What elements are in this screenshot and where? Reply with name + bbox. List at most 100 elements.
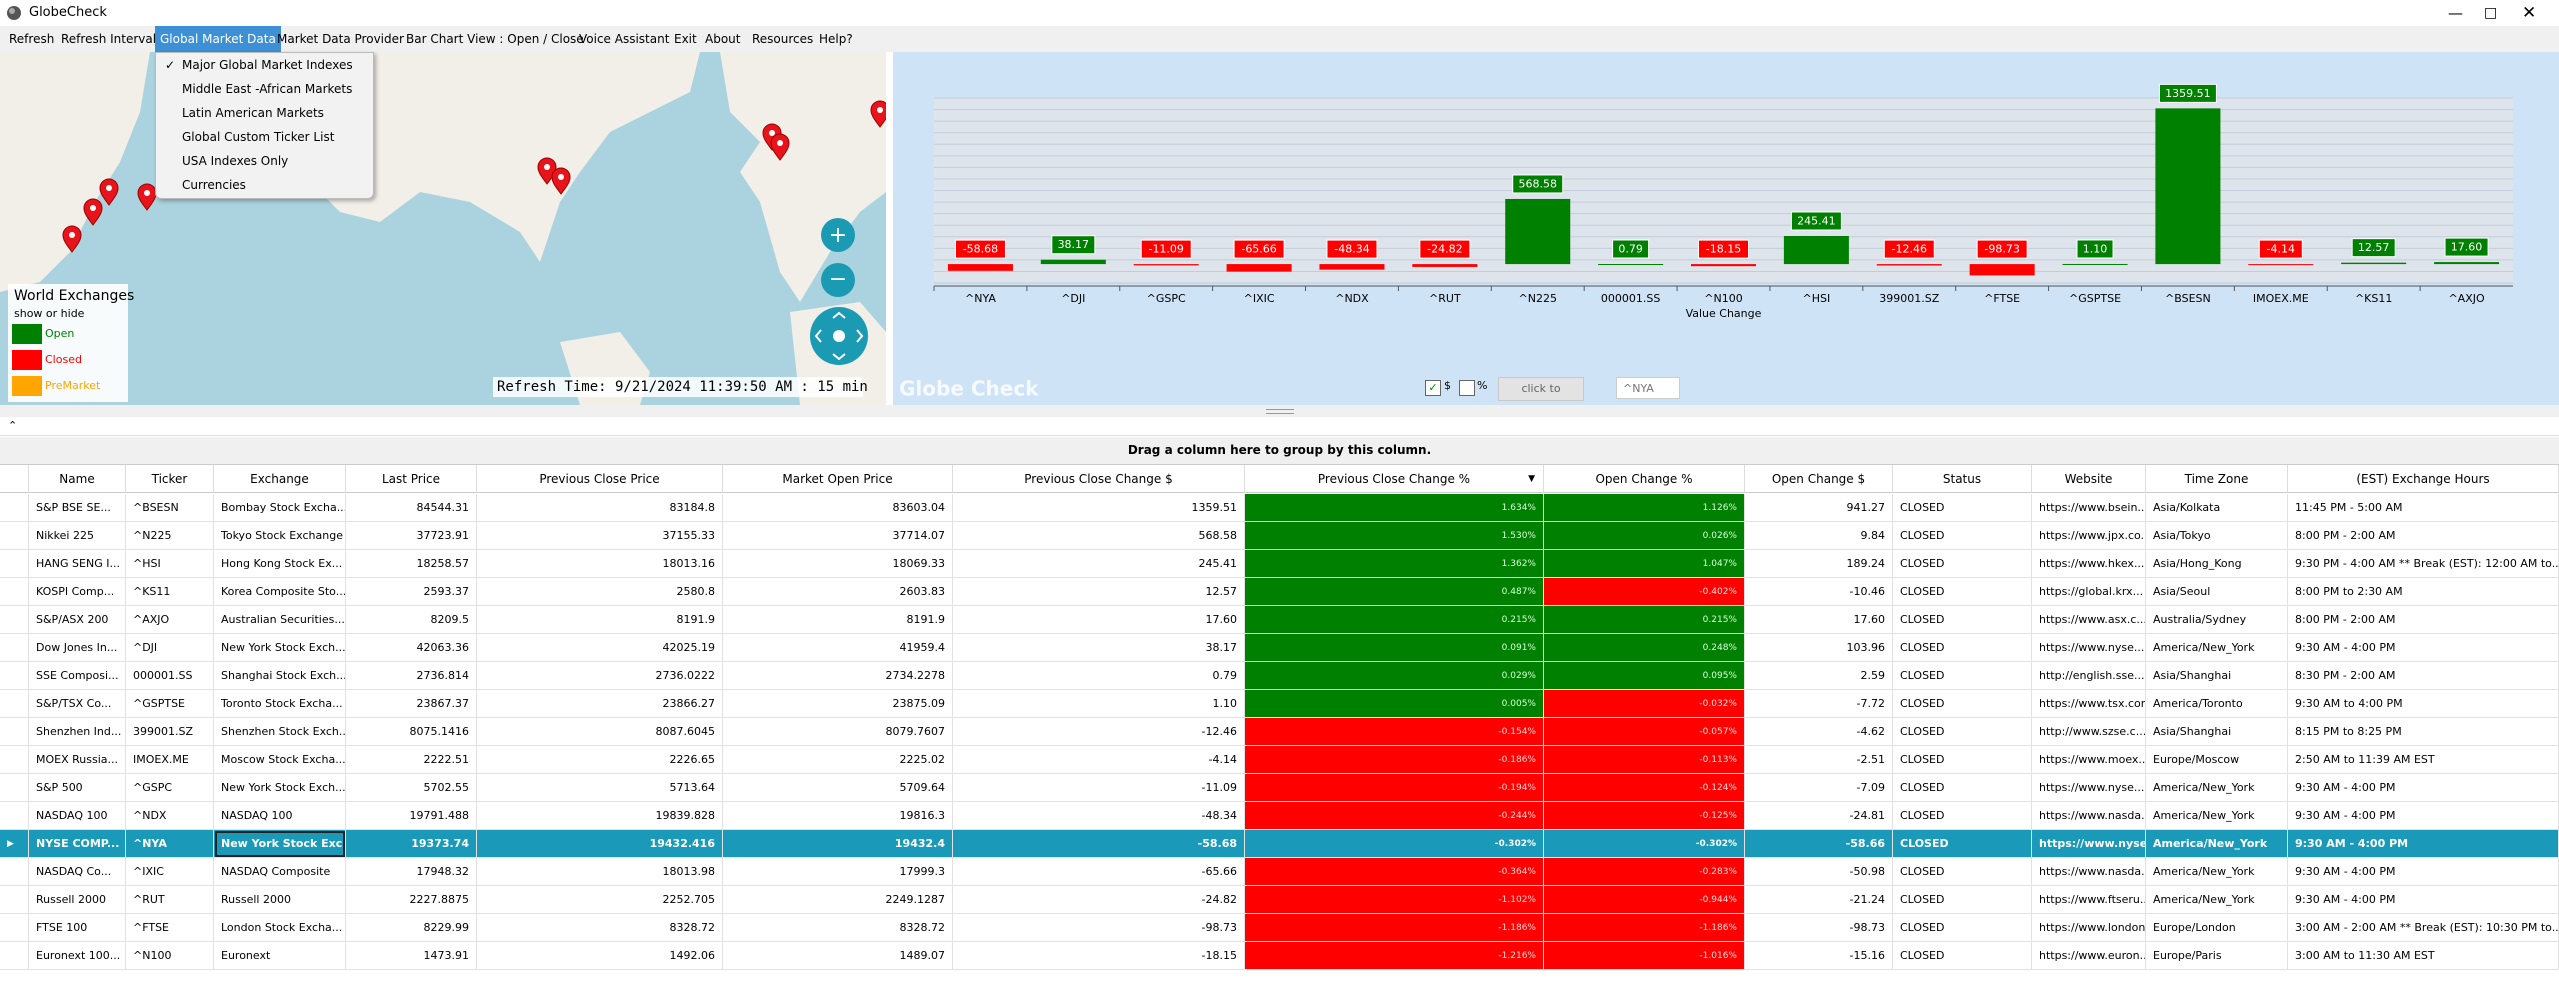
table-cell[interactable]: MOEX Russia... [29, 746, 126, 774]
row-indicator[interactable] [0, 578, 29, 606]
table-cell[interactable]: ^AXJO [126, 606, 214, 634]
table-cell[interactable]: 2603.83 [723, 578, 953, 606]
table-cell[interactable]: America/New_York [2146, 774, 2288, 802]
splitter[interactable] [0, 405, 2559, 417]
table-cell[interactable]: CLOSED [1893, 830, 2032, 858]
table-cell[interactable]: -0.186% [1245, 746, 1544, 774]
table-cell[interactable]: -58.66 [1745, 830, 1893, 858]
table-cell[interactable]: 2227.8875 [346, 886, 477, 914]
bar[interactable] [2434, 262, 2500, 265]
dollar-checkbox[interactable]: ✓ [1425, 380, 1441, 396]
table-cell[interactable]: 9:30 AM - 4:00 PM [2288, 802, 2559, 830]
map-marker[interactable] [137, 183, 157, 211]
dropdown-item[interactable]: Middle East -African Markets [182, 82, 353, 96]
table-cell[interactable]: 18013.16 [477, 550, 723, 578]
row-indicator[interactable] [0, 662, 29, 690]
table-cell[interactable]: Asia/Kolkata [2146, 494, 2288, 522]
table-cell[interactable]: CLOSED [1893, 774, 2032, 802]
bar[interactable] [2341, 262, 2407, 265]
table-cell[interactable]: CLOSED [1893, 494, 2032, 522]
table-cell[interactable]: ^NDX [126, 802, 214, 830]
bar[interactable] [2155, 108, 2221, 265]
dropdown-item[interactable]: Latin American Markets [182, 106, 324, 120]
table-cell[interactable]: Asia/Tokyo [2146, 522, 2288, 550]
table-cell[interactable]: CLOSED [1893, 662, 2032, 690]
column-header[interactable]: Open Change $ [1745, 465, 1893, 493]
table-cell[interactable]: ^KS11 [126, 578, 214, 606]
table-cell[interactable]: 0.487% [1245, 578, 1544, 606]
table-cell[interactable]: Shenzhen Stock Exch... [214, 718, 346, 746]
table-cell[interactable]: America/Toronto [2146, 690, 2288, 718]
table-cell[interactable]: Euronext [214, 942, 346, 970]
column-header[interactable]: Open Change % [1544, 465, 1745, 493]
table-cell[interactable]: -4.14 [953, 746, 1245, 774]
column-header[interactable]: Last Price [346, 465, 477, 493]
row-indicator[interactable] [0, 886, 29, 914]
table-cell[interactable]: https://www.nyse... [2032, 634, 2146, 662]
column-header[interactable]: Website [2032, 465, 2146, 493]
table-cell[interactable]: 9.84 [1745, 522, 1893, 550]
table-cell[interactable]: 37723.91 [346, 522, 477, 550]
row-indicator[interactable] [0, 606, 29, 634]
column-header[interactable]: (EST) Exchange Hours [2288, 465, 2559, 493]
table-cell[interactable]: -7.72 [1745, 690, 1893, 718]
table-cell[interactable]: Asia/Hong_Kong [2146, 550, 2288, 578]
table-cell[interactable]: ^NYA [126, 830, 214, 858]
table-cell[interactable]: 8191.9 [723, 606, 953, 634]
table-cell[interactable]: https://www.nyse... [2032, 774, 2146, 802]
table-cell[interactable]: -0.244% [1245, 802, 1544, 830]
table-cell[interactable]: 19373.74 [346, 830, 477, 858]
table-cell[interactable]: -18.15 [953, 942, 1245, 970]
table-cell[interactable]: New York Stock Exch... [214, 774, 346, 802]
table-cell[interactable]: Europe/Moscow [2146, 746, 2288, 774]
table-cell[interactable]: https://www.nasda... [2032, 858, 2146, 886]
table-cell[interactable]: ^GSPC [126, 774, 214, 802]
table-cell[interactable]: -98.73 [953, 914, 1245, 942]
table-cell[interactable]: https://www.hkex... [2032, 550, 2146, 578]
table-cell[interactable]: 0.095% [1544, 662, 1745, 690]
table-cell[interactable]: 8:15 PM to 8:25 PM [2288, 718, 2559, 746]
table-cell[interactable]: https://www.ftseru... [2032, 886, 2146, 914]
table-cell[interactable]: America/New_York [2146, 802, 2288, 830]
table-cell[interactable]: -0.944% [1544, 886, 1745, 914]
table-cell[interactable]: Europe/London [2146, 914, 2288, 942]
table-cell[interactable]: Shanghai Stock Exch... [214, 662, 346, 690]
column-header[interactable]: Exchange [214, 465, 346, 493]
table-cell[interactable]: -1.186% [1544, 914, 1745, 942]
dropdown-item[interactable]: Currencies [182, 178, 246, 192]
table-cell[interactable]: 3:00 AM to 11:30 AM EST [2288, 942, 2559, 970]
table-cell[interactable]: -0.283% [1544, 858, 1745, 886]
table-cell[interactable]: 0.215% [1245, 606, 1544, 634]
column-header[interactable]: Status [1893, 465, 2032, 493]
table-cell[interactable]: CLOSED [1893, 634, 2032, 662]
table-cell[interactable]: S&P BSE SE... [29, 494, 126, 522]
table-cell[interactable]: CLOSED [1893, 746, 2032, 774]
table-cell[interactable]: Asia/Shanghai [2146, 662, 2288, 690]
table-cell[interactable]: CLOSED [1893, 802, 2032, 830]
table-cell[interactable]: 8328.72 [723, 914, 953, 942]
table-cell[interactable]: -65.66 [953, 858, 1245, 886]
table-cell[interactable]: 8:00 PM - 2:00 AM [2288, 522, 2559, 550]
table-cell[interactable]: 84544.31 [346, 494, 477, 522]
table-cell[interactable]: 1.362% [1245, 550, 1544, 578]
table-cell[interactable]: -24.82 [953, 886, 1245, 914]
legend-swatch[interactable] [12, 350, 42, 370]
table-cell[interactable]: -0.032% [1544, 690, 1745, 718]
table-cell[interactable]: 9:30 AM - 4:00 PM [2288, 858, 2559, 886]
bar[interactable] [1876, 264, 1942, 266]
table-cell[interactable]: 3:00 AM - 2:00 AM ** Break (EST): 10:30 … [2288, 914, 2559, 942]
table-cell[interactable]: FTSE 100 [29, 914, 126, 942]
table-cell[interactable]: 8075.1416 [346, 718, 477, 746]
table-cell[interactable]: SSE Composi... [29, 662, 126, 690]
table-cell[interactable]: -0.194% [1245, 774, 1544, 802]
table-cell[interactable]: 189.24 [1745, 550, 1893, 578]
menu-item[interactable]: Voice Assistant [579, 32, 670, 46]
table-cell[interactable]: 5709.64 [723, 774, 953, 802]
table-cell[interactable]: -1.186% [1245, 914, 1544, 942]
table-cell[interactable]: 941.27 [1745, 494, 1893, 522]
table-cell[interactable]: 2593.37 [346, 578, 477, 606]
table-cell[interactable]: -0.402% [1544, 578, 1745, 606]
table-cell[interactable]: 1.634% [1245, 494, 1544, 522]
column-header[interactable]: Previous Close Change % ▼ [1245, 465, 1544, 493]
bar[interactable] [1783, 235, 1849, 265]
